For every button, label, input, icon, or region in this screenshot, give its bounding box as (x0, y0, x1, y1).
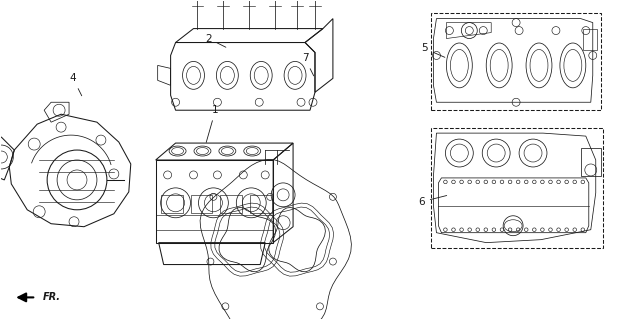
Bar (161, 195, 182, 213)
Text: 4: 4 (69, 73, 82, 96)
Bar (583, 28, 596, 51)
Bar (432, 13, 601, 110)
Text: 5: 5 (421, 44, 445, 57)
Bar (190, 195, 213, 213)
Bar (581, 148, 601, 176)
Bar (250, 195, 272, 213)
Text: FR.: FR. (43, 292, 61, 302)
Bar (432, 128, 603, 248)
Text: 2: 2 (205, 34, 226, 47)
Bar (220, 195, 242, 213)
Text: 6: 6 (418, 196, 446, 207)
Text: 7: 7 (302, 53, 314, 76)
Text: 1: 1 (206, 105, 219, 142)
